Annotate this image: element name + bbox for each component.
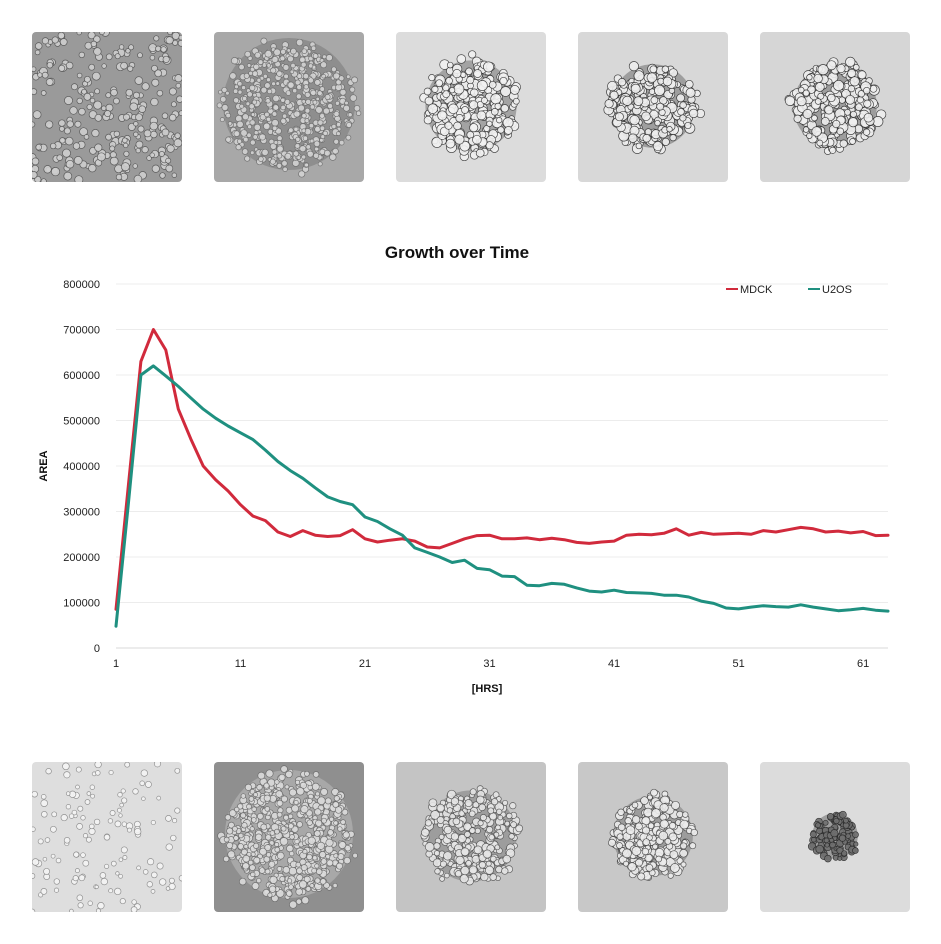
legend-label-mdck: MDCK xyxy=(740,284,773,296)
x-tick-label: 41 xyxy=(608,658,620,670)
growth-chart: Growth over Time 0 100000 200000 300000 4000… xyxy=(38,243,890,695)
top-image-row xyxy=(0,32,941,182)
u2os-frame-5-image xyxy=(760,762,910,912)
u2os-frame-1-image xyxy=(32,762,182,912)
series-lines xyxy=(114,328,890,628)
y-axis-label: AREA xyxy=(38,450,50,481)
y-tick-label: 200000 xyxy=(63,552,100,564)
x-tick-label: 61 xyxy=(857,658,869,670)
mdck-frame-4-image xyxy=(578,32,728,182)
y-tick-label: 800000 xyxy=(63,279,100,291)
y-axis-ticks: 0 100000 200000 300000 400000 500000 600000 700… xyxy=(63,279,100,655)
y-tick-label: 100000 xyxy=(63,598,100,610)
y-tick-label: 400000 xyxy=(63,461,100,473)
y-tick-label: 0 xyxy=(94,643,100,655)
chart-grid xyxy=(116,283,888,603)
mdck-frame-5-image xyxy=(760,32,910,182)
y-tick-label: 600000 xyxy=(63,370,100,382)
x-axis-ticks: 1 11 21 31 41 51 61 xyxy=(113,658,869,670)
x-tick-label: 1 xyxy=(113,658,119,670)
series-line-mdck xyxy=(114,328,890,611)
bottom-image-row xyxy=(0,762,941,912)
y-tick-label: 700000 xyxy=(63,325,100,337)
chart-title: Growth over Time xyxy=(385,243,529,262)
x-axis-label: [HRS] xyxy=(472,683,503,695)
x-tick-label: 31 xyxy=(483,658,495,670)
mdck-frame-3-image xyxy=(396,32,546,182)
mdck-frame-2-image xyxy=(214,32,364,182)
y-tick-label: 500000 xyxy=(63,416,100,428)
legend-label-u2os: U2OS xyxy=(822,284,852,296)
x-tick-label: 51 xyxy=(732,658,744,670)
x-tick-label: 11 xyxy=(235,658,246,670)
y-tick-label: 300000 xyxy=(63,507,100,519)
u2os-frame-2-image xyxy=(214,762,364,912)
chart-legend: MDCK U2OS xyxy=(726,284,852,296)
u2os-frame-4-image xyxy=(578,762,728,912)
mdck-frame-1-image xyxy=(32,32,182,182)
x-tick-label: 21 xyxy=(359,658,371,670)
u2os-frame-3-image xyxy=(396,762,546,912)
series-line-u2os xyxy=(114,364,890,628)
